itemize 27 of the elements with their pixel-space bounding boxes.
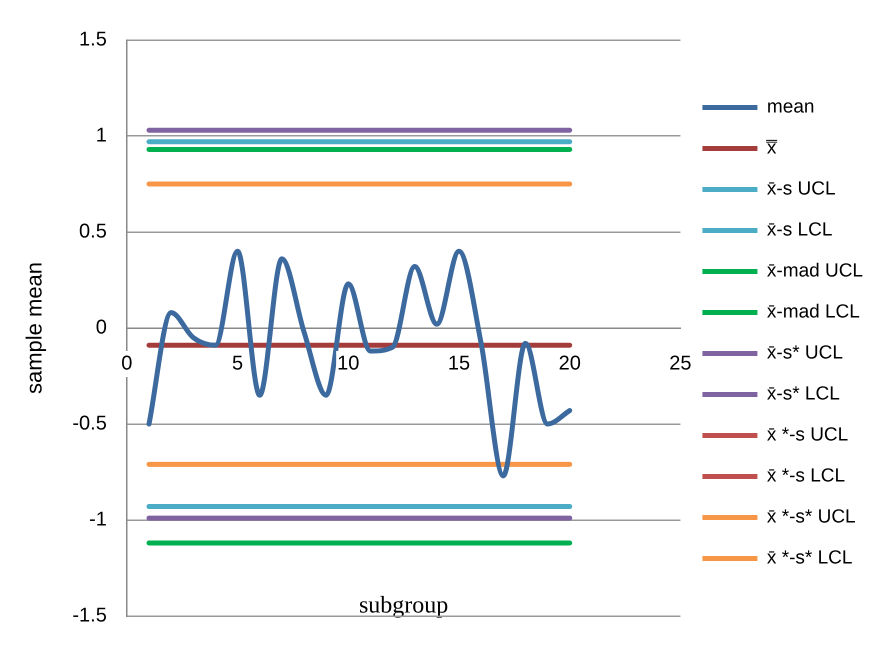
x-axis-title: subgroup <box>358 592 448 619</box>
legend-label: x̄ *-s LCL <box>766 466 846 487</box>
y-tick-label: -1 <box>89 508 107 531</box>
x-tick-label: 20 <box>558 352 581 375</box>
legend-label: mean <box>766 96 814 118</box>
legend-label: x̄ *-s UCL <box>766 424 848 446</box>
y-tick-label: -1.5 <box>72 604 107 627</box>
legend-label: x̄ *-s* UCL <box>766 506 856 528</box>
legend-label: x̄-s LCL <box>766 220 832 241</box>
y-tick-label: 0 <box>96 316 107 339</box>
y-tick-label: 1.5 <box>79 28 107 51</box>
legend-label: x̄-mad UCL <box>766 260 863 282</box>
y-tick-label: 1 <box>96 124 107 147</box>
legend-label: x̄ *-s* LCL <box>766 548 852 569</box>
y-axis-title: sample mean <box>21 262 46 394</box>
legend-label: x̿ <box>766 138 778 159</box>
legend-label: x̄-mad LCL <box>766 302 860 323</box>
x-tick-label: 15 <box>448 352 470 375</box>
y-tick-label: 0.5 <box>79 220 107 243</box>
legend-label: x̄-s UCL <box>766 178 836 200</box>
x-tick-label: 0 <box>121 352 132 375</box>
x-tick-label: 10 <box>337 352 360 375</box>
x-tick-label: 25 <box>669 352 692 375</box>
x-tick-label: 5 <box>232 352 244 375</box>
legend-label: x̄-s* UCL <box>766 342 843 364</box>
y-tick-label: -0.5 <box>72 412 107 435</box>
legend-label: x̄-s* LCL <box>766 384 840 405</box>
